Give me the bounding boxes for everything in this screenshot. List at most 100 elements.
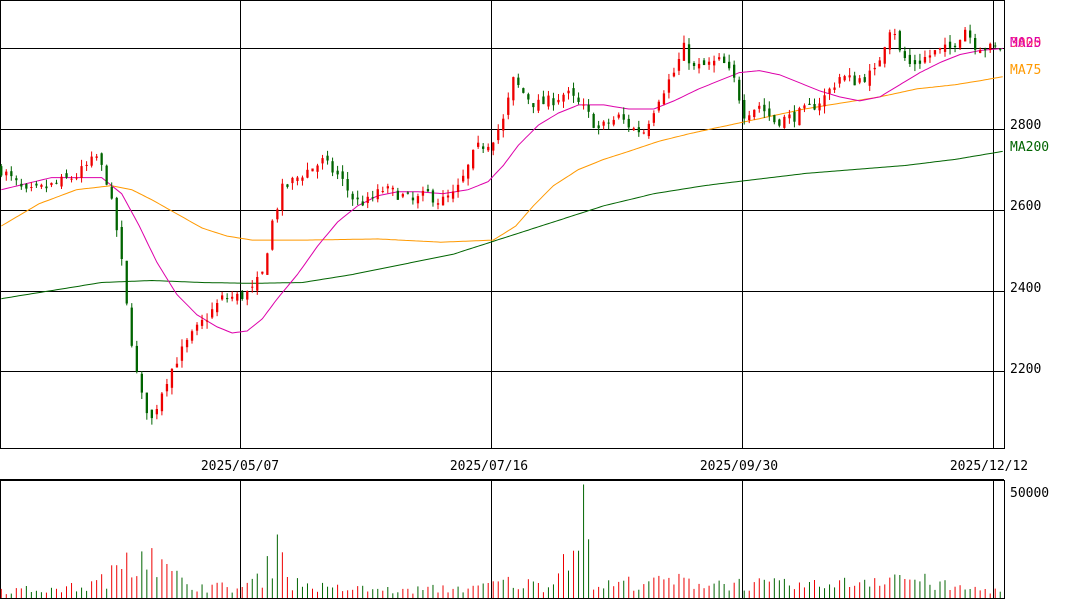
candle-body bbox=[627, 118, 630, 128]
candle-body bbox=[301, 177, 304, 181]
candle bbox=[768, 101, 771, 121]
candle-body bbox=[10, 171, 13, 177]
candle-body bbox=[321, 158, 324, 164]
candle-body bbox=[748, 115, 751, 120]
candle bbox=[868, 64, 871, 92]
candle-body bbox=[165, 384, 169, 392]
candle-body bbox=[707, 61, 711, 65]
candle bbox=[893, 28, 896, 40]
candle-body bbox=[974, 38, 977, 50]
y-tick-label: 2600 bbox=[1010, 199, 1041, 214]
candle-body bbox=[617, 114, 620, 118]
candle bbox=[517, 73, 520, 88]
candle bbox=[928, 49, 932, 63]
candle bbox=[100, 152, 103, 171]
x-tick-label: 2025/12/12 bbox=[950, 459, 1028, 474]
candle bbox=[115, 196, 118, 237]
candle bbox=[627, 114, 630, 132]
candle bbox=[989, 42, 992, 53]
candle-body bbox=[918, 60, 922, 64]
candle-body bbox=[718, 57, 721, 60]
candle bbox=[140, 371, 143, 400]
x-tick-label: 2025/07/16 bbox=[450, 459, 528, 474]
candle bbox=[974, 33, 977, 55]
candle bbox=[366, 192, 369, 209]
moving-averages bbox=[1, 47, 1003, 334]
candle bbox=[45, 179, 48, 193]
candle-body bbox=[296, 177, 299, 181]
candle-body bbox=[527, 94, 530, 100]
candle-body bbox=[979, 50, 982, 53]
candle-body bbox=[537, 99, 540, 111]
candle bbox=[321, 154, 324, 170]
candle-body bbox=[863, 77, 866, 82]
candle-body bbox=[386, 186, 389, 189]
candle-body bbox=[532, 103, 535, 108]
candle bbox=[873, 62, 876, 76]
candle bbox=[130, 303, 133, 348]
candle bbox=[421, 186, 425, 202]
candle-body bbox=[246, 291, 249, 300]
candle bbox=[723, 53, 726, 64]
candle-body bbox=[45, 186, 48, 189]
candle-body bbox=[95, 156, 98, 158]
candle bbox=[527, 92, 530, 105]
candle bbox=[50, 182, 53, 188]
candle bbox=[306, 162, 309, 179]
candle-body bbox=[205, 320, 209, 322]
candle bbox=[888, 29, 891, 55]
candle bbox=[592, 112, 595, 129]
candle-body bbox=[236, 293, 239, 301]
candle bbox=[758, 102, 761, 113]
candle bbox=[979, 47, 982, 54]
x-ticks: 2025/05/07 2025/07/16 2025/09/30 2025/12… bbox=[201, 459, 1028, 474]
candle bbox=[502, 114, 505, 138]
candle bbox=[271, 219, 274, 251]
candle-body bbox=[923, 57, 927, 63]
candle-body bbox=[908, 54, 911, 64]
candle-body bbox=[65, 173, 68, 178]
candle bbox=[256, 271, 259, 295]
candle bbox=[662, 90, 666, 106]
candle-body bbox=[180, 346, 184, 361]
candle-body bbox=[75, 177, 78, 179]
candle-body bbox=[798, 108, 801, 126]
candle-body bbox=[542, 96, 545, 105]
candle bbox=[883, 46, 886, 68]
candle bbox=[341, 165, 344, 187]
candle bbox=[487, 143, 490, 153]
candle bbox=[55, 179, 58, 185]
candle-body bbox=[597, 125, 600, 129]
candle bbox=[261, 271, 264, 275]
candle-body bbox=[868, 70, 871, 86]
candle-body bbox=[858, 78, 861, 83]
candle bbox=[863, 73, 866, 83]
candle-body bbox=[326, 155, 329, 161]
candle-body bbox=[170, 368, 174, 388]
candle-body bbox=[928, 55, 932, 58]
candle bbox=[878, 56, 881, 67]
volume-bars bbox=[0, 484, 1001, 598]
candle-body bbox=[40, 184, 43, 187]
candle bbox=[467, 163, 470, 186]
candle bbox=[451, 184, 455, 203]
candle bbox=[738, 76, 741, 104]
candle bbox=[446, 189, 450, 203]
candle bbox=[0, 164, 3, 178]
candle-body bbox=[221, 295, 224, 300]
candle bbox=[436, 198, 440, 210]
candle bbox=[472, 149, 475, 171]
candle-body bbox=[803, 105, 806, 109]
candle bbox=[221, 291, 224, 301]
candle bbox=[647, 120, 650, 139]
candle-body bbox=[406, 192, 409, 194]
candle bbox=[813, 98, 816, 111]
candle bbox=[913, 54, 917, 72]
candle bbox=[361, 195, 364, 207]
candle-body bbox=[426, 189, 430, 192]
candle bbox=[276, 207, 279, 223]
candle bbox=[326, 150, 329, 165]
candle-body bbox=[758, 105, 761, 109]
candle-body bbox=[70, 178, 73, 180]
candle bbox=[602, 120, 605, 130]
